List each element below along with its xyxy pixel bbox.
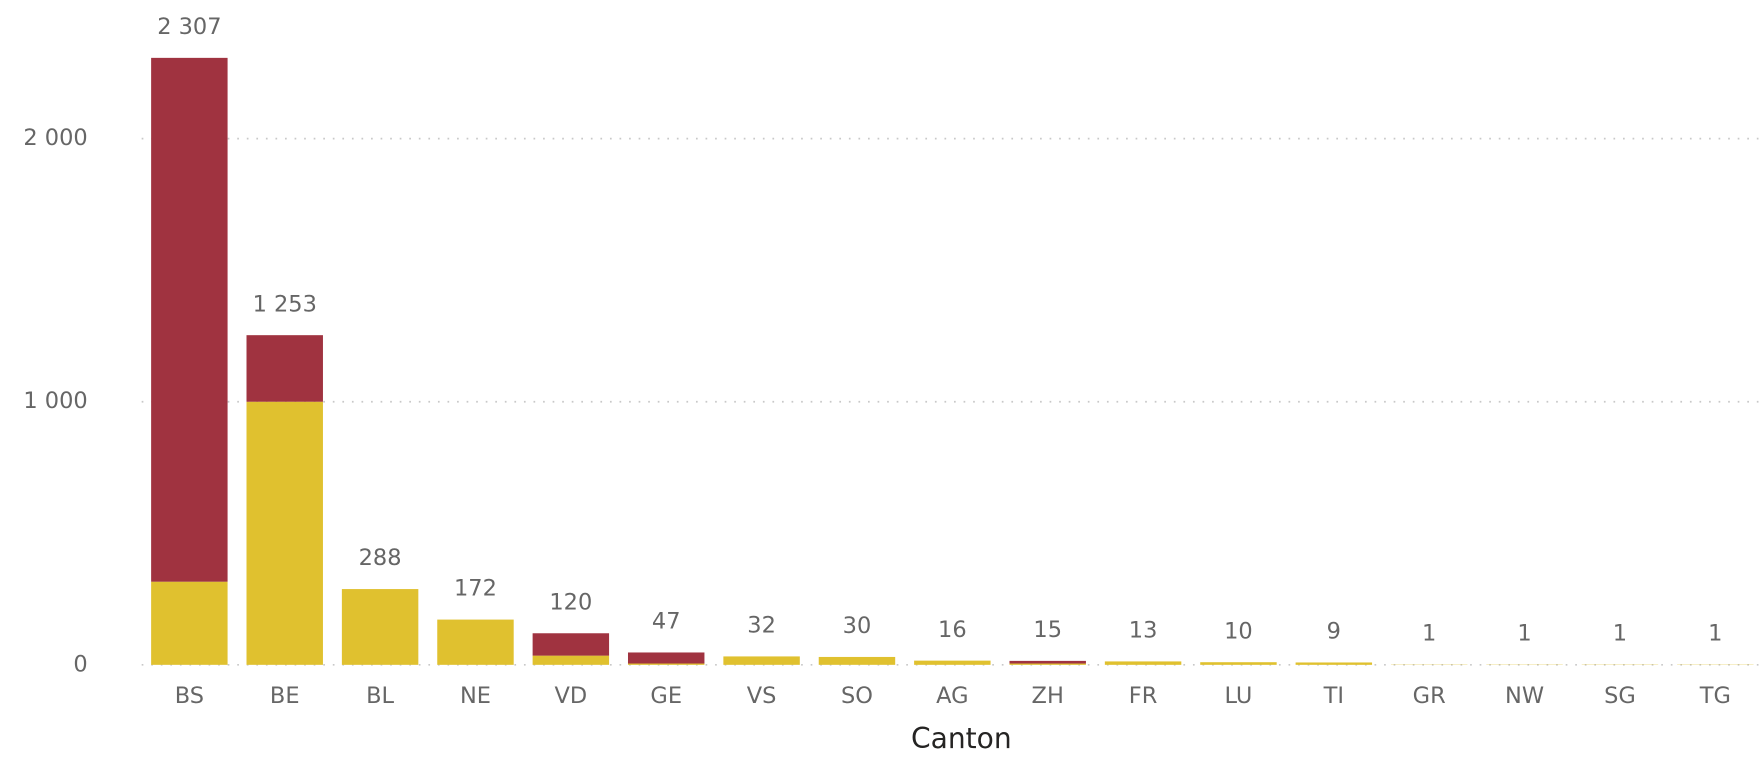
x-tick-label: SG xyxy=(1604,683,1636,709)
total-label: 13 xyxy=(1129,618,1158,644)
x-tick-label: LU xyxy=(1225,683,1253,709)
x-tick-label: GE xyxy=(650,683,682,709)
y-tick-label: 0 xyxy=(73,651,87,677)
x-tick-label: BE xyxy=(270,683,300,709)
bar-segment xyxy=(437,620,513,665)
total-label: 172 xyxy=(454,576,497,602)
bar-segment xyxy=(628,652,704,663)
total-label: 1 xyxy=(1422,621,1436,647)
x-tick-label: FR xyxy=(1129,683,1158,709)
bar-segment xyxy=(819,657,895,665)
bar-segment xyxy=(533,633,609,655)
bar-segment xyxy=(1009,664,1085,665)
y-tick-label: 2 000 xyxy=(23,125,87,151)
x-tick-label: NE xyxy=(460,683,491,709)
x-tick-label: SO xyxy=(841,683,873,709)
bar-segment xyxy=(1296,662,1372,664)
bar-segment xyxy=(1009,661,1085,664)
x-tick-label: TI xyxy=(1323,683,1344,709)
bar-segment xyxy=(246,402,322,665)
x-tick-label: AG xyxy=(936,683,968,709)
total-label: 288 xyxy=(359,545,402,571)
x-tick-label: TG xyxy=(1699,683,1731,709)
total-label: 30 xyxy=(843,613,872,639)
total-label: 16 xyxy=(938,617,967,643)
total-label: 1 xyxy=(1613,621,1627,647)
x-tick-label: VD xyxy=(555,683,588,709)
total-label: 10 xyxy=(1224,618,1253,644)
x-axis-title: Canton xyxy=(911,722,1012,754)
x-tick-label: BL xyxy=(366,683,394,709)
total-label: 1 xyxy=(1517,621,1531,647)
total-label: 120 xyxy=(549,589,592,615)
bar-segment xyxy=(151,58,227,582)
bar-segment xyxy=(723,656,799,664)
total-label: 47 xyxy=(652,609,681,635)
total-label: 1 253 xyxy=(253,291,317,317)
bar-segment xyxy=(533,656,609,665)
x-tick-label: NW xyxy=(1505,683,1544,709)
bar-segment xyxy=(628,664,704,665)
bar-segment xyxy=(1105,661,1181,664)
bar-segment xyxy=(914,661,990,665)
y-tick-label: 1 000 xyxy=(23,388,87,414)
total-label: 32 xyxy=(747,613,776,639)
total-label: 1 xyxy=(1708,621,1722,647)
bar-segment xyxy=(342,589,418,665)
bar-segment xyxy=(1200,662,1276,665)
x-tick-label: VS xyxy=(747,683,777,709)
total-label: 2 307 xyxy=(157,14,221,40)
x-tick-label: ZH xyxy=(1032,683,1064,709)
x-tick-label: GR xyxy=(1413,683,1446,709)
x-tick-label: BS xyxy=(175,683,204,709)
bar-segment xyxy=(151,582,227,665)
total-label: 9 xyxy=(1327,619,1341,645)
total-label: 15 xyxy=(1033,617,1062,643)
bar-segment xyxy=(246,335,322,402)
